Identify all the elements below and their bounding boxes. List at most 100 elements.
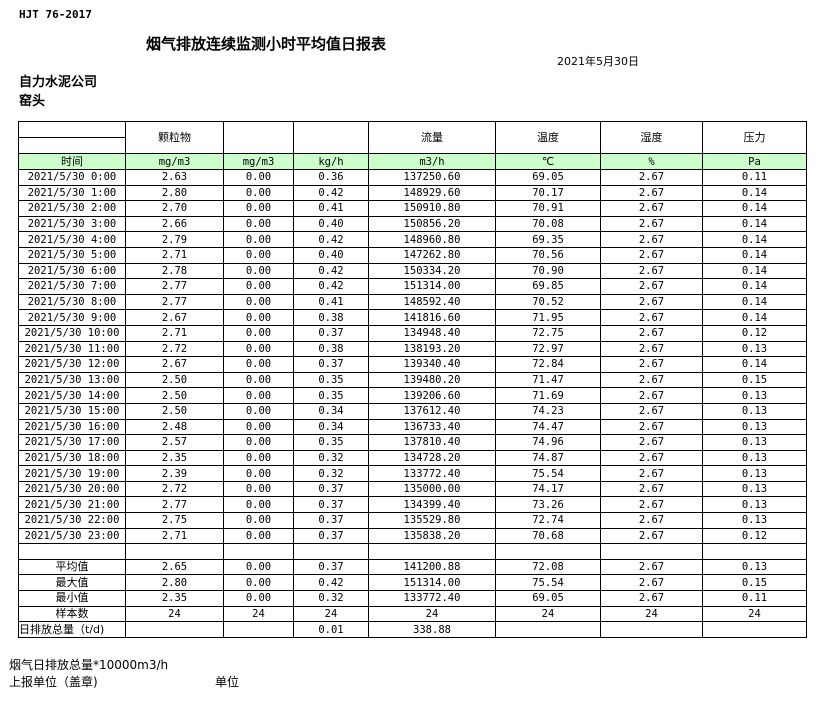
value-cell: 134399.40 [368,496,496,514]
value-cell: 2.67 [600,402,703,420]
value-cell: 2.77 [125,278,224,295]
summary-row: 日排放总量（t/d) 0.01 338.88 [18,621,807,638]
value-cell: 0.00 [223,512,294,529]
summary-row: 最小值 2.35 0.00 0.32 133772.40 69.05 2.67 0.11 [18,590,807,607]
value-cell: 2.67 [600,262,703,280]
blank-row [18,543,807,560]
value-cell: 2.67 [600,371,703,389]
value-cell [495,543,601,560]
value-cell: 0.00 [223,262,294,280]
value-cell: 2.70 [125,200,224,217]
value-cell: 2.67 [600,246,703,264]
value-cell: 72.08 [495,558,601,576]
data-row: 2021/5/30 19:00 2.39 0.00 0.32 133772.40 75.5… [18,465,807,482]
value-cell: 69.05 [495,590,601,607]
value-cell: 2.67 [600,465,703,482]
time-cell: 2021/5/30 10:00 [18,324,126,342]
value-cell: 74.23 [495,402,601,420]
value-cell: 70.56 [495,246,601,264]
value-cell: 0.00 [223,527,294,545]
value-cell: 148960.80 [368,231,496,248]
value-cell: 2.48 [125,418,224,436]
value-cell: 2.35 [125,449,224,467]
value-cell: 2.77 [125,496,224,514]
time-cell: 2021/5/30 13:00 [18,371,126,389]
value-cell: 150334.20 [368,262,496,280]
value-cell: 0.37 [293,527,369,545]
time-cell: 2021/5/30 12:00 [18,356,126,373]
value-cell: 2.71 [125,246,224,264]
time-cell: 2021/5/30 22:00 [18,512,126,529]
value-cell: 338.88 [368,621,496,638]
value-cell: 71.95 [495,309,601,326]
column-header [293,121,369,154]
value-cell: 0.32 [293,590,369,607]
value-cell: 0.14 [702,356,807,373]
value-cell: 0.42 [293,278,369,295]
value-cell: 134728.20 [368,449,496,467]
value-cell: 141200.88 [368,558,496,576]
time-cell: 2021/5/30 9:00 [18,309,126,326]
value-cell: 2.67 [125,309,224,326]
value-cell: 0.14 [702,215,807,233]
unit-cell: kg/h [293,153,369,170]
value-cell: 0.00 [223,293,294,311]
value-cell: 141816.60 [368,309,496,326]
value-cell: 0.37 [293,480,369,498]
unit-cell: ℃ [495,153,601,170]
report-table: 颗粒物 流量 温度 湿度 压力 时间 mg/m3 mg/m3 kg/h m3/h… [18,121,807,638]
value-cell [223,543,294,560]
summary-row: 样本数 24 24 24 24 24 24 24 [18,605,807,623]
value-cell: 0.00 [223,231,294,248]
time-cell: 2021/5/30 4:00 [18,231,126,248]
value-cell: 150910.80 [368,200,496,217]
value-cell: 0.00 [223,418,294,436]
value-cell: 137612.40 [368,402,496,420]
value-cell: 0.14 [702,293,807,311]
value-cell: 0.41 [293,200,369,217]
column-header: 颗粒物 [125,121,224,154]
value-cell: 139340.40 [368,356,496,373]
value-cell: 73.26 [495,496,601,514]
header-row: 颗粒物 流量 温度 湿度 压力 [18,121,807,154]
value-cell: 2.79 [125,231,224,248]
time-cell: 2021/5/30 0:00 [18,169,126,186]
value-cell: 72.75 [495,324,601,342]
time-cell: 2021/5/30 14:00 [18,387,126,404]
corner-cell-bottom [18,137,126,154]
data-row: 2021/5/30 18:00 2.35 0.00 0.32 134728.20 74.8… [18,449,807,467]
value-cell: 0.13 [702,387,807,404]
value-cell: 2.78 [125,262,224,280]
value-cell: 2.67 [600,387,703,404]
value-cell: 70.17 [495,184,601,202]
time-cell: 2021/5/30 7:00 [18,278,126,295]
value-cell: 75.54 [495,574,601,592]
value-cell: 0.00 [223,496,294,514]
value-cell: 24 [223,605,294,623]
value-cell: 0.13 [702,449,807,467]
value-cell: 138193.20 [368,340,496,358]
value-cell: 2.63 [125,169,224,186]
value-cell: 0.00 [223,340,294,358]
value-cell: 147262.80 [368,246,496,264]
data-row: 2021/5/30 16:00 2.48 0.00 0.34 136733.40 74.4… [18,418,807,436]
value-cell [600,621,703,638]
footer-note: 烟气日排放总量*10000m3/h [9,658,169,672]
value-cell: 74.47 [495,418,601,436]
value-cell: 0.12 [702,527,807,545]
summary-label: 最小值 [18,590,126,607]
value-cell: 24 [293,605,369,623]
data-row: 2021/5/30 4:00 2.79 0.00 0.42 148960.80 69.35… [18,231,807,248]
unit-label: 单位 [215,675,240,689]
data-row: 2021/5/30 12:00 2.67 0.00 0.37 139340.40 72.8… [18,356,807,373]
value-cell: 2.67 [600,324,703,342]
value-cell: 2.57 [125,434,224,451]
value-cell: 0.13 [702,434,807,451]
value-cell: 2.67 [600,434,703,451]
value-cell [702,543,807,560]
value-cell: 0.00 [223,574,294,592]
value-cell: 74.96 [495,434,601,451]
value-cell: 139206.60 [368,387,496,404]
value-cell: 0.13 [702,480,807,498]
time-cell: 2021/5/30 21:00 [18,496,126,514]
